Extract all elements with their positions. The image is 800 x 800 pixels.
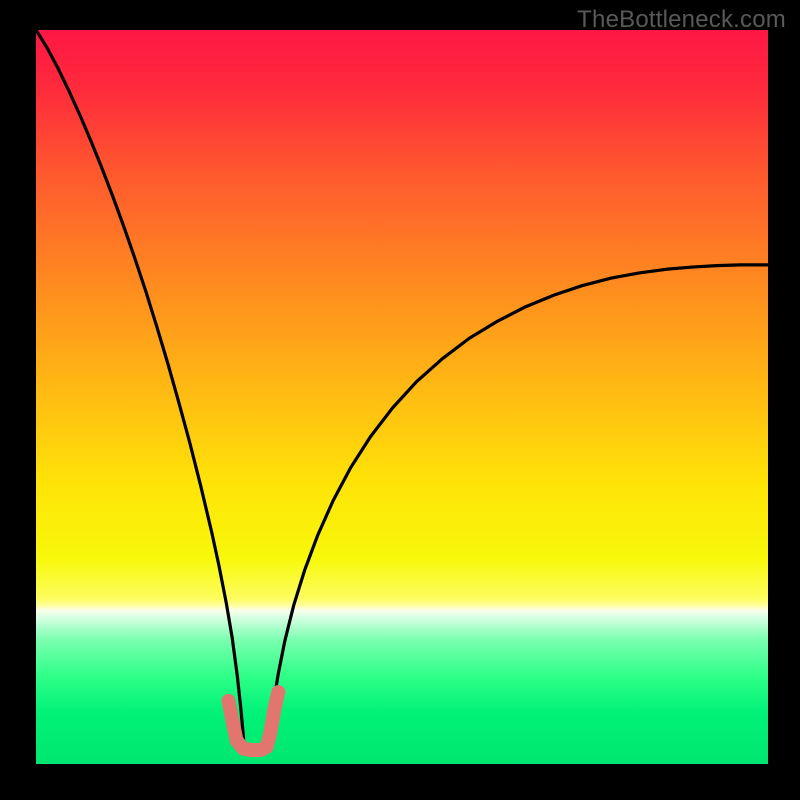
- plot-area: [36, 30, 768, 764]
- canvas-frame: TheBottleneck.com: [0, 0, 800, 800]
- plot-svg: [36, 30, 768, 764]
